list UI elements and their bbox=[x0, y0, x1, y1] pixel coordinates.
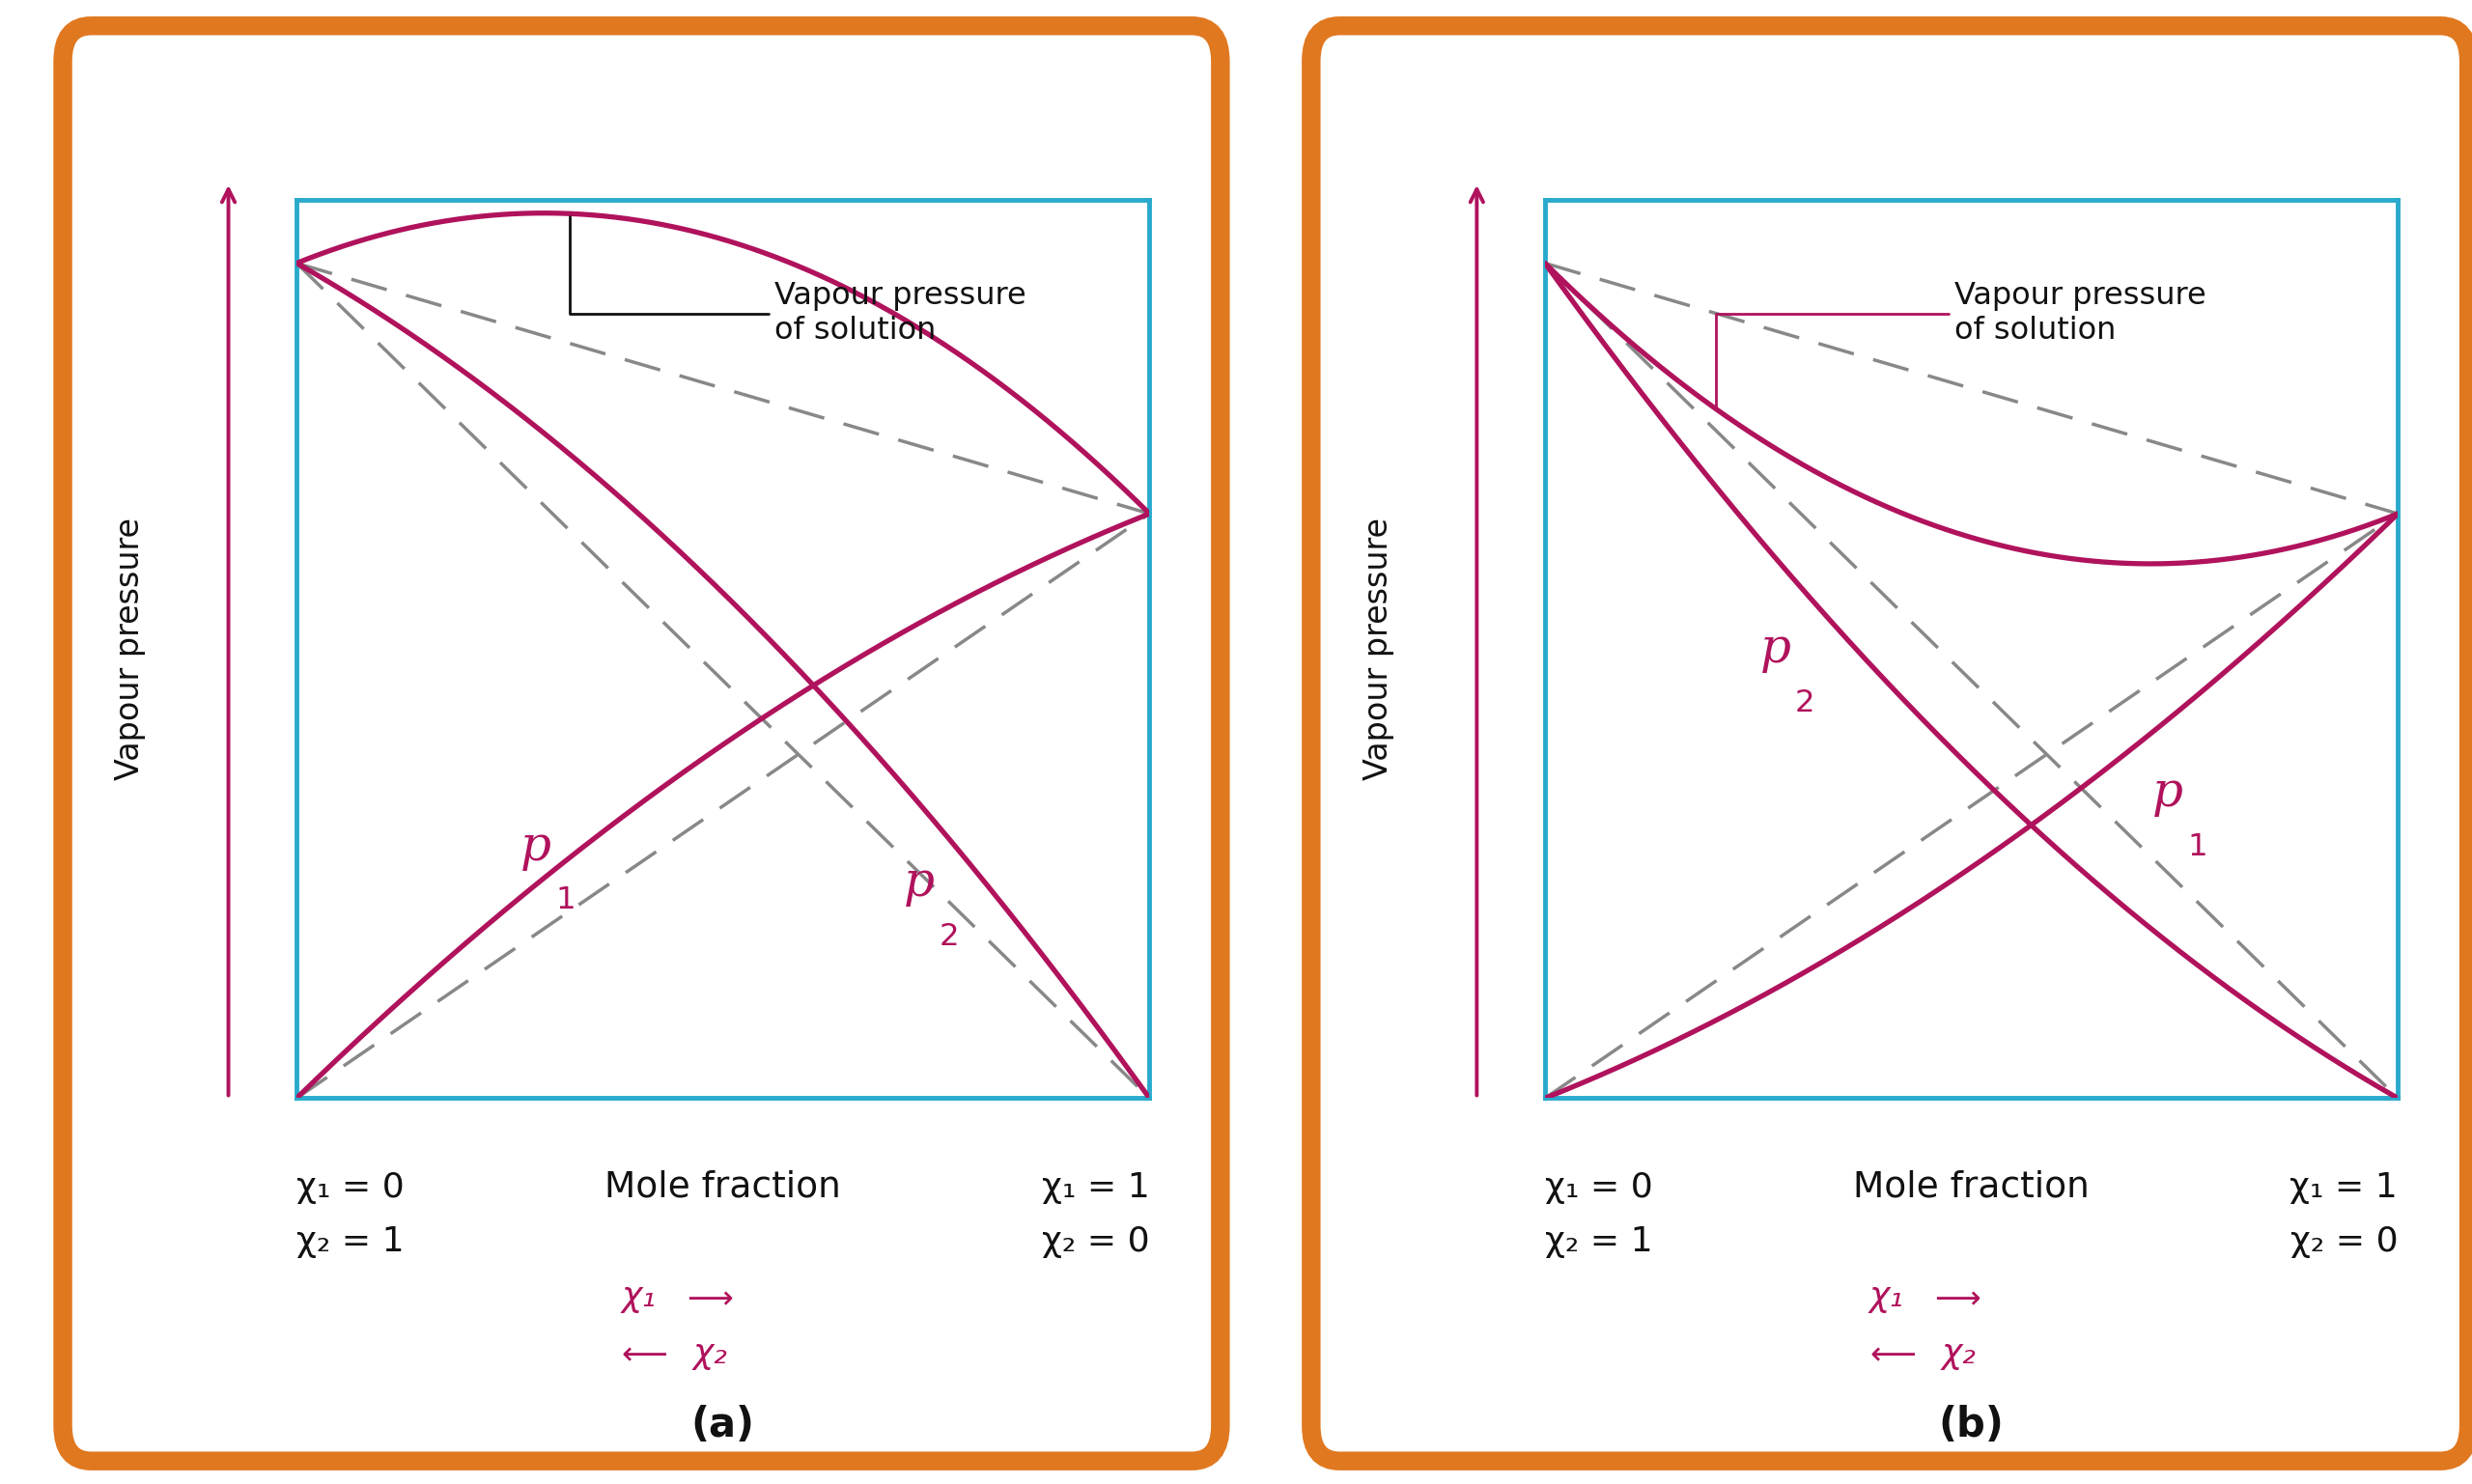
Text: χ₁ = 1: χ₁ = 1 bbox=[2289, 1171, 2398, 1204]
Text: χ₂: χ₂ bbox=[1941, 1337, 1975, 1370]
Text: χ₂ = 0: χ₂ = 0 bbox=[1041, 1226, 1149, 1258]
Text: (b): (b) bbox=[1938, 1404, 2005, 1445]
Text: Mole fraction: Mole fraction bbox=[1854, 1169, 2089, 1205]
Text: χ₁ = 1: χ₁ = 1 bbox=[1041, 1171, 1149, 1204]
Text: p: p bbox=[1760, 625, 1790, 674]
Text: 1: 1 bbox=[2188, 833, 2207, 862]
Text: χ₁: χ₁ bbox=[620, 1281, 655, 1313]
FancyBboxPatch shape bbox=[62, 25, 1221, 1460]
Text: p: p bbox=[519, 824, 551, 871]
Text: χ₂ = 0: χ₂ = 0 bbox=[2289, 1226, 2398, 1258]
Text: 2: 2 bbox=[1795, 689, 1814, 718]
Text: $\longleftarrow$: $\longleftarrow$ bbox=[1864, 1337, 1916, 1370]
Text: $\longrightarrow$: $\longrightarrow$ bbox=[680, 1281, 734, 1313]
Text: p: p bbox=[905, 859, 934, 907]
Text: χ₂: χ₂ bbox=[692, 1337, 727, 1370]
Text: $\longrightarrow$: $\longrightarrow$ bbox=[1928, 1281, 1983, 1313]
Text: χ₁ = 0: χ₁ = 0 bbox=[1545, 1171, 1654, 1204]
Text: χ₂ = 1: χ₂ = 1 bbox=[297, 1226, 405, 1258]
Text: 1: 1 bbox=[556, 886, 576, 916]
Text: Vapour pressure
of solution: Vapour pressure of solution bbox=[1716, 280, 2205, 407]
Text: Vapour pressure: Vapour pressure bbox=[114, 518, 146, 781]
Text: $\longleftarrow$: $\longleftarrow$ bbox=[616, 1337, 667, 1370]
Text: 2: 2 bbox=[939, 922, 959, 951]
Text: Vapour pressure: Vapour pressure bbox=[1362, 518, 1394, 781]
Text: χ₁: χ₁ bbox=[1869, 1281, 1903, 1313]
Text: Mole fraction: Mole fraction bbox=[606, 1169, 840, 1205]
Text: (a): (a) bbox=[692, 1404, 754, 1445]
FancyBboxPatch shape bbox=[1310, 25, 2470, 1460]
Text: p: p bbox=[2153, 769, 2183, 816]
Text: χ₂ = 1: χ₂ = 1 bbox=[1545, 1226, 1654, 1258]
Text: Vapour pressure
of solution: Vapour pressure of solution bbox=[571, 217, 1026, 346]
Text: χ₁ = 0: χ₁ = 0 bbox=[297, 1171, 405, 1204]
